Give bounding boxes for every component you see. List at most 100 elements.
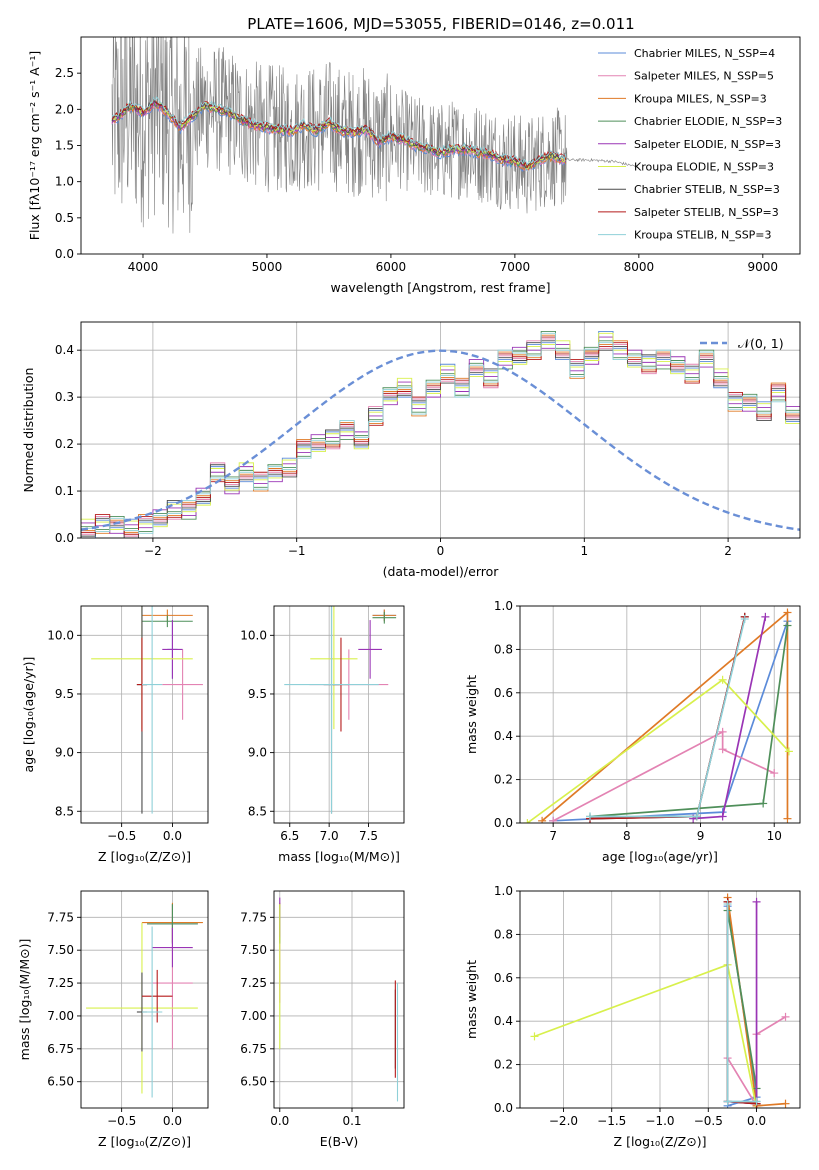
model-spectrum-line [111, 97, 567, 169]
x-tick-label: 0.0 [163, 1114, 182, 1128]
y-tick-label: 7.25 [240, 976, 267, 990]
y-tick-label: 0.4 [55, 343, 74, 357]
x-tick-label: 4000 [128, 260, 159, 274]
x-axis-label: wavelength [Angstrom, rest frame] [330, 280, 550, 295]
plot-area-mass_vs_ebv [279, 897, 399, 1102]
x-tick-label: −2.0 [549, 1114, 578, 1128]
axes-frame [273, 890, 405, 1109]
y-tick-label: 0.0 [494, 1101, 513, 1115]
y-tick-label: 7.75 [47, 910, 74, 924]
y-tick-label: 0.6 [494, 686, 513, 700]
grid-layer [81, 322, 800, 1109]
x-tick-label: 0.0 [163, 829, 182, 843]
plot-area-mass_vs_Z [86, 902, 203, 1098]
x-axis-label: E(B-V) [320, 1134, 359, 1149]
x-tick-label: 7.5 [359, 829, 378, 843]
x-tick-label: 7000 [500, 260, 531, 274]
x-tick-label: 7.0 [320, 829, 339, 843]
axes-frame [519, 605, 801, 824]
y-tick-label: 7.75 [240, 910, 267, 924]
y-axis-label: mass [log₁₀(M/M⊙)] [17, 939, 32, 1061]
x-tick-label: −1.5 [597, 1114, 626, 1128]
y-tick-label: 0.4 [494, 729, 513, 743]
axes-frame [273, 605, 405, 824]
x-tick-label: 6.5 [280, 829, 299, 843]
x-axis-label: Z [log₁₀(Z/Z⊙)] [98, 1134, 191, 1149]
y-tick-label: 0.0 [55, 531, 74, 545]
axes-frames [77, 36, 801, 1112]
y-tick-label: 6.75 [240, 1042, 267, 1056]
y-tick-label: 0.6 [494, 971, 513, 985]
x-axis-label: Z [log₁₀(Z/Z⊙)] [98, 849, 191, 864]
y-axis-label: mass weight [464, 960, 479, 1039]
x-tick-label: 8000 [624, 260, 655, 274]
y-tick-label: 7.00 [240, 1009, 267, 1023]
weight-series-line [553, 620, 789, 822]
data-layer [81, 37, 800, 1108]
x-axis-label: mass [log₁₀(M/M⊙)] [278, 849, 400, 864]
plot-area-weight_vs_Z [530, 893, 790, 1108]
plot-area-spectrum [111, 37, 639, 234]
y-tick-label: 2.5 [55, 66, 74, 80]
text-layer: 4000 5000 6000 7000 8000 9000 0.0 0.5 1.0 1.5 2.0 2… [17, 47, 784, 1149]
x-tick-label: 9000 [748, 260, 779, 274]
x-tick-label: 1 [580, 544, 588, 558]
y-axis-label: Flux [fλ10⁻¹⁷ erg cm⁻² s⁻¹ A⁻¹] [27, 51, 42, 240]
plot-area-weight_vs_age [523, 608, 793, 823]
x-tick-label: 0.0 [270, 1114, 289, 1128]
y-tick-label: 6.50 [47, 1075, 74, 1089]
y-tick-label: 1.0 [55, 175, 74, 189]
y-tick-label: 10.0 [240, 628, 267, 642]
y-tick-label: 0.3 [55, 390, 74, 404]
y-tick-label: 2.0 [55, 102, 74, 116]
figure-title: PLATE=1606, MJD=53055, FIBERID=0146, z=0… [247, 15, 634, 33]
y-tick-label: 8.5 [55, 804, 74, 818]
x-axis-label: age [log₁₀(age/yr)] [602, 849, 718, 864]
x-tick-label: −0.5 [694, 1114, 723, 1128]
x-tick-label: 8 [623, 829, 631, 843]
plot-area-residuals [81, 330, 800, 538]
y-tick-label: 7.00 [47, 1009, 74, 1023]
y-axis-label: Normed distribution [21, 368, 36, 493]
y-tick-label: 9.5 [55, 687, 74, 701]
y-tick-label: 8.5 [248, 804, 267, 818]
y-axis-label: age [log₁₀(age/yr)] [21, 657, 36, 773]
y-tick-label: 0.2 [494, 773, 513, 787]
y-tick-label: 1.0 [494, 884, 513, 898]
weight-series-line [526, 678, 790, 823]
legend-entry: Kroupa MILES, N_SSP=3 [634, 92, 767, 105]
observed-spectrum-line [111, 37, 639, 234]
x-axis-label: Z [log₁₀(Z/Z⊙)] [614, 1134, 707, 1149]
y-tick-label: 9.5 [248, 687, 267, 701]
y-tick-label: 0.8 [494, 927, 513, 941]
y-tick-label: 6.75 [47, 1042, 74, 1056]
x-tick-label: −0.5 [107, 1114, 136, 1128]
y-tick-label: 9.0 [55, 746, 74, 760]
x-tick-label: −1 [288, 544, 306, 558]
histogram-step-line [81, 340, 800, 538]
x-tick-label: 0 [437, 544, 445, 558]
legend-entry: 𝒩(0, 1) [738, 336, 784, 351]
x-tick-label: 0.0 [747, 1114, 766, 1128]
y-tick-label: 0.4 [494, 1014, 513, 1028]
axes-frame [80, 890, 209, 1109]
weight-series-line [534, 963, 758, 1108]
histogram-step-line [81, 332, 800, 538]
plot-area-age_vs_Z [91, 606, 203, 814]
y-tick-label: 7.50 [47, 943, 74, 957]
normal-curve-line [81, 349, 800, 531]
legend-entry: Salpeter ELODIE, N_SSP=3 [634, 138, 781, 151]
x-axis-label: (data-model)/error [383, 564, 500, 579]
legend-entry: Salpeter MILES, N_SSP=5 [634, 70, 774, 83]
y-tick-label: 1.5 [55, 139, 74, 153]
y-tick-label: 9.0 [248, 746, 267, 760]
x-tick-label: −2 [144, 544, 162, 558]
legend-entry: Chabrier MILES, N_SSP=4 [634, 47, 775, 60]
y-tick-label: 0.5 [55, 211, 74, 225]
x-tick-label: 10 [767, 829, 782, 843]
x-tick-label: 5000 [252, 260, 283, 274]
x-tick-label: 9 [697, 829, 705, 843]
histogram-step-line [81, 330, 800, 538]
legend-entry: Chabrier ELODIE, N_SSP=3 [634, 115, 782, 128]
